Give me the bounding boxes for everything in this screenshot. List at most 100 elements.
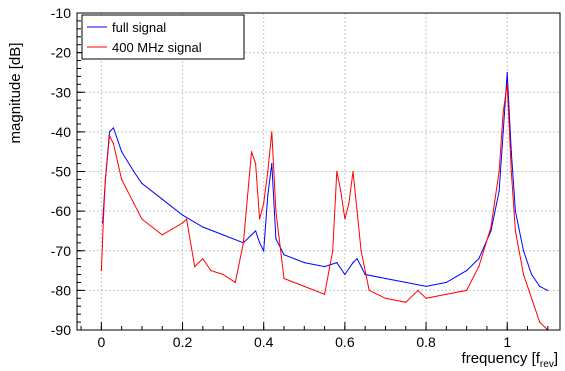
- series-point-1: [356, 210, 358, 212]
- series-point-1: [445, 293, 447, 295]
- series-point-0: [514, 210, 516, 212]
- series-point-1: [234, 281, 236, 284]
- series-point-0: [547, 289, 549, 291]
- series-point-1: [384, 297, 387, 299]
- series-point-1: [133, 202, 135, 204]
- x-tick-label: 0.6: [335, 334, 355, 350]
- series-point-1: [283, 277, 285, 280]
- series-point-1: [303, 285, 305, 288]
- series-point-1: [332, 250, 334, 252]
- series-point-1: [360, 250, 362, 252]
- series-point-1: [100, 269, 102, 272]
- series-point-0: [202, 226, 204, 228]
- legend-label-400mhz-signal: 400 MHz signal: [112, 40, 202, 55]
- series-point-1: [259, 218, 261, 220]
- series-point-0: [336, 262, 338, 264]
- series-point-0: [181, 214, 184, 216]
- series-point-0: [498, 190, 500, 192]
- series-point-1: [242, 242, 245, 244]
- y-tick-label: -20: [51, 45, 71, 61]
- series-point-1: [514, 230, 516, 232]
- series-point-0: [356, 258, 358, 260]
- series-point-0: [283, 254, 285, 256]
- series-point-1: [498, 170, 500, 173]
- series-point-0: [112, 127, 115, 129]
- series-point-1: [510, 170, 512, 173]
- series-point-0: [259, 242, 261, 244]
- x-axis-label-close: ]: [554, 350, 558, 367]
- y-tick-label: -90: [51, 322, 71, 338]
- series-point-0: [108, 131, 111, 133]
- series-point-1: [194, 266, 196, 268]
- series-point-1: [271, 131, 273, 133]
- series-point-0: [263, 250, 265, 252]
- x-tick-label: 0: [97, 334, 105, 350]
- series-point-1: [478, 266, 480, 268]
- series-point-1: [352, 170, 354, 173]
- series-point-0: [303, 262, 305, 264]
- series-0: [101, 71, 549, 291]
- series-point-1: [108, 135, 111, 137]
- y-tick-label: -60: [51, 203, 71, 219]
- series-point-1: [417, 289, 419, 291]
- series-point-1: [506, 83, 508, 85]
- series-point-1: [405, 301, 407, 303]
- series-layer: [100, 71, 549, 331]
- legend: full signal 400 MHz signal: [81, 14, 245, 60]
- series-point-0: [344, 273, 346, 276]
- series-point-1: [530, 297, 533, 299]
- legend-label-full-signal: full signal: [112, 20, 166, 35]
- y-tick-label: -10: [51, 5, 71, 21]
- series-point-0: [222, 234, 224, 236]
- series-point-1: [263, 202, 265, 204]
- series-point-0: [141, 182, 143, 184]
- x-tick-label: 0.4: [254, 334, 274, 350]
- x-axis-label: frequency [frev]: [462, 350, 558, 370]
- series-point-1: [222, 273, 224, 276]
- series-point-1: [336, 170, 338, 173]
- series-point-1: [425, 297, 427, 299]
- series-point-0: [254, 230, 257, 232]
- series-point-0: [133, 170, 135, 173]
- series-point-0: [506, 71, 508, 74]
- series-point-1: [202, 258, 204, 260]
- series-point-0: [490, 230, 492, 232]
- series-point-0: [250, 234, 253, 236]
- y-axis-label: magnitude [dB]: [7, 43, 24, 144]
- series-point-0: [425, 285, 427, 288]
- series-point-0: [445, 281, 447, 284]
- series-point-1: [210, 269, 212, 272]
- ticks: [77, 12, 549, 331]
- series-point-0: [323, 266, 326, 268]
- series-point-1: [275, 210, 277, 212]
- series-point-1: [344, 218, 346, 220]
- x-tick-label: 0.2: [173, 334, 193, 350]
- series-point-1: [185, 218, 188, 220]
- series-point-1: [539, 321, 541, 323]
- y-tick-label: -50: [51, 164, 71, 180]
- series-point-1: [102, 218, 104, 220]
- series-point-0: [121, 151, 123, 153]
- series-point-1: [348, 202, 350, 204]
- series-point-1: [121, 178, 123, 181]
- series-1: [100, 83, 549, 331]
- series-point-1: [181, 222, 184, 224]
- series-point-0: [466, 269, 468, 272]
- series-point-0: [271, 162, 273, 165]
- series-point-0: [539, 285, 541, 288]
- series-point-0: [275, 238, 277, 240]
- series-point-0: [267, 194, 269, 196]
- series-point-1: [161, 234, 163, 236]
- y-tick-label: -70: [51, 243, 71, 259]
- x-tick-label: 1: [503, 334, 511, 350]
- series-point-1: [141, 218, 143, 220]
- y-tick-label: -30: [51, 84, 71, 100]
- y-tick-label: -40: [51, 124, 71, 140]
- series-point-0: [352, 262, 354, 264]
- series-point-1: [466, 289, 468, 291]
- series-point-0: [384, 277, 387, 280]
- tick-labels: 0 0.2 0.4 0.6 0.8 1 -90 -80 -70 -60 -50 -40 -30 -20 -1…: [51, 5, 512, 350]
- series-point-0: [478, 258, 480, 260]
